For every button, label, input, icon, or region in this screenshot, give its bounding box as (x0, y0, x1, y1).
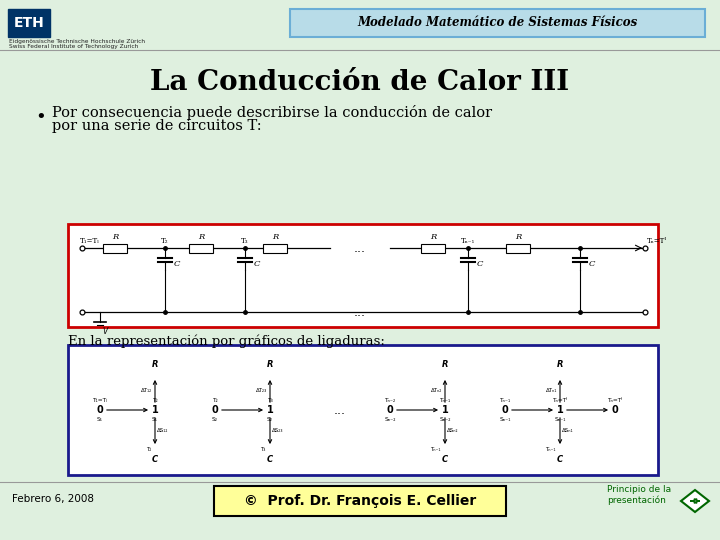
Text: Swiss Federal Institute of Technology Zurich: Swiss Federal Institute of Technology Zu… (9, 44, 138, 49)
Text: Ṡ₂: Ṡ₂ (267, 417, 273, 422)
Text: Ṡₙ₋₂: Ṡₙ₋₂ (384, 417, 396, 422)
Text: C: C (254, 260, 261, 268)
Text: R: R (112, 233, 118, 241)
Text: R: R (442, 360, 449, 369)
Text: C: C (442, 455, 448, 464)
Text: Ṡ₁: Ṡ₁ (97, 417, 103, 422)
Text: Tₙ=Tᴵ: Tₙ=Tᴵ (552, 398, 567, 403)
Text: 1: 1 (266, 405, 274, 415)
Text: R: R (272, 233, 278, 241)
Text: R: R (198, 233, 204, 241)
Text: ...: ... (334, 403, 346, 416)
Text: 0: 0 (611, 405, 618, 415)
Text: C: C (152, 455, 158, 464)
Text: T₃: T₃ (267, 398, 273, 403)
Text: ΔTₙ₁: ΔTₙ₁ (546, 388, 557, 393)
Text: T₂: T₂ (212, 398, 218, 403)
Text: Tₙ=Tᴵ: Tₙ=Tᴵ (607, 398, 623, 403)
Text: Tₙ₋₂: Tₙ₋₂ (384, 398, 395, 403)
Text: Ṡₙ₋₂: Ṡₙ₋₂ (439, 417, 451, 422)
Text: ...: ... (354, 241, 366, 254)
Text: Tₙ₋₁: Tₙ₋₁ (546, 447, 556, 452)
Text: Tₙ₋₁: Tₙ₋₁ (500, 398, 510, 403)
Text: Modelado Matemático de Sistemas Físicos: Modelado Matemático de Sistemas Físicos (357, 17, 637, 30)
Bar (68, 345, 658, 475)
Text: ETH: ETH (14, 16, 45, 30)
Bar (263, 244, 287, 253)
Text: R: R (152, 360, 158, 369)
FancyBboxPatch shape (290, 9, 705, 37)
Text: 1: 1 (152, 405, 158, 415)
Text: ΔT₁₂: ΔT₁₂ (140, 388, 152, 393)
Text: Eidgenössische Technische Hochschule Zürich: Eidgenössische Technische Hochschule Zür… (9, 39, 145, 44)
Text: Febrero 6, 2008: Febrero 6, 2008 (12, 494, 94, 504)
Text: En la representación por gráficos de ligaduras:: En la representación por gráficos de lig… (68, 334, 385, 348)
Text: Tₙ=Tᴵ: Tₙ=Tᴵ (647, 237, 667, 245)
Text: Principio de la
presentación: Principio de la presentación (607, 485, 671, 505)
Text: ΔT₂₃: ΔT₂₃ (256, 388, 267, 393)
Text: ΔṠ₁₂: ΔṠ₁₂ (157, 428, 168, 433)
Text: Tₙ₋₁: Tₙ₋₁ (431, 447, 441, 452)
Text: ...: ... (354, 306, 366, 319)
Text: Tₙ₋₁: Tₙ₋₁ (439, 398, 451, 403)
Polygon shape (681, 490, 709, 512)
Text: Ṡₙ₋₁: Ṡₙ₋₁ (554, 417, 566, 422)
Text: T₂: T₂ (152, 398, 158, 403)
Text: C: C (477, 260, 483, 268)
Text: R: R (557, 360, 563, 369)
Text: •: • (35, 108, 46, 126)
Bar (506, 244, 531, 253)
Text: T₂: T₂ (161, 237, 168, 245)
Text: C: C (267, 455, 273, 464)
Text: V: V (102, 327, 107, 336)
Text: C: C (174, 260, 181, 268)
Text: Ṡ₂: Ṡ₂ (212, 417, 218, 422)
Text: T₂: T₂ (145, 447, 151, 452)
Text: La Conducción de Calor III: La Conducción de Calor III (150, 69, 570, 96)
Text: R: R (266, 360, 274, 369)
Text: R: R (430, 233, 436, 241)
Bar (189, 244, 213, 253)
Text: Ṡ₁: Ṡ₁ (152, 417, 158, 422)
Text: C: C (557, 455, 563, 464)
Text: ΔTₙ₂: ΔTₙ₂ (431, 388, 442, 393)
Bar (421, 244, 445, 253)
Text: T₁=Tₗ: T₁=Tₗ (92, 398, 107, 403)
Text: T₃: T₃ (241, 237, 248, 245)
FancyBboxPatch shape (214, 486, 506, 516)
Text: T₃: T₃ (261, 447, 266, 452)
Bar (103, 244, 127, 253)
Text: 0: 0 (212, 405, 218, 415)
Text: Por consecuencia puede describirse la conducción de calor: Por consecuencia puede describirse la co… (52, 105, 492, 119)
Text: ΔṠ₂₃: ΔṠ₂₃ (272, 428, 284, 433)
Text: ΔṠₙ₁: ΔṠₙ₁ (562, 428, 574, 433)
Text: 1: 1 (557, 405, 563, 415)
Text: C: C (589, 260, 595, 268)
Text: R: R (516, 233, 521, 241)
Text: T₁=Tₗ: T₁=Tₗ (80, 237, 100, 245)
Text: por una serie de circuitos T:: por una serie de circuitos T: (52, 119, 261, 133)
Text: 0: 0 (502, 405, 508, 415)
Bar (68, 224, 658, 327)
Bar (0, 0, 720, 50)
Bar (8, 9, 50, 37)
Text: 1: 1 (441, 405, 449, 415)
Text: 0: 0 (387, 405, 393, 415)
Text: 0: 0 (96, 405, 104, 415)
Text: ΔṠₙ₂: ΔṠₙ₂ (447, 428, 459, 433)
Text: Tₙ₋₁: Tₙ₋₁ (461, 237, 475, 245)
Text: Ṡₙ₋₁: Ṡₙ₋₁ (499, 417, 510, 422)
Text: ©  Prof. Dr. François E. Cellier: © Prof. Dr. François E. Cellier (244, 494, 476, 508)
